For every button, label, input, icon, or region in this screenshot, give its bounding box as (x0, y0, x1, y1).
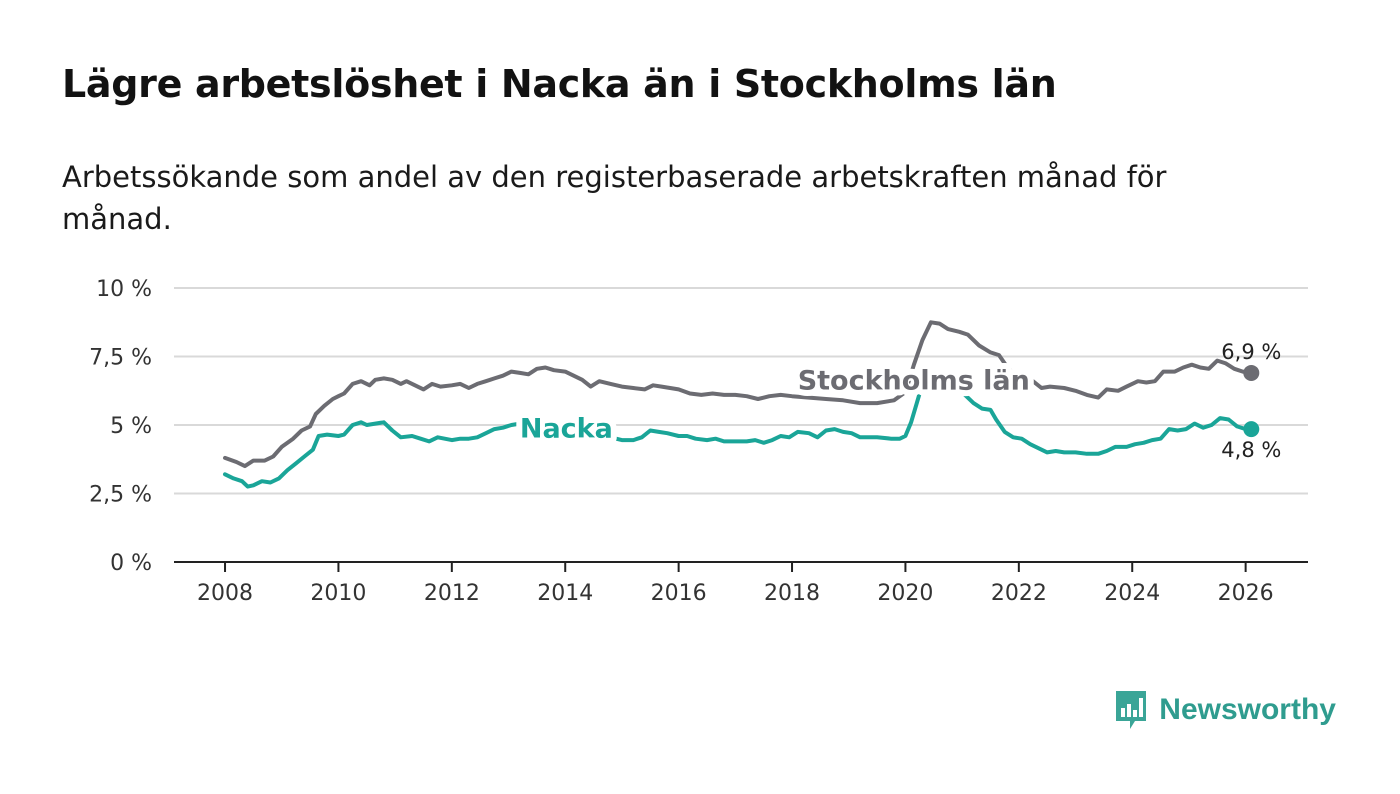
y-tick-label: 10 % (96, 277, 152, 302)
end-value-label-nacka: 4,8 % (1221, 438, 1281, 462)
series-line-nacka (223, 372, 1254, 489)
x-tick-label: 2014 (537, 581, 593, 606)
series-label-stockholms-län: Stockholms län (798, 365, 1030, 396)
chart-title: Lägre arbetslöshet i Nacka än i Stockhol… (62, 62, 1057, 106)
end-point-nacka (1243, 421, 1260, 438)
y-tick-label: 5 % (110, 414, 152, 439)
y-axis: 0 % 2,5 % 5 % 7,5 % 10 % (89, 277, 152, 576)
newsworthy-logo-icon (1116, 691, 1147, 729)
y-tick-label: 2,5 % (89, 483, 152, 508)
x-tick-label: 2018 (764, 581, 820, 606)
brand-logo[interactable]: Newsworthy (1113, 688, 1336, 732)
y-tick-label: 0 % (110, 551, 152, 576)
chart-subtitle: Arbetssökande som andel av den registerb… (62, 160, 1167, 236)
series-label-halo: Stockholms län (798, 365, 1030, 396)
x-tick-label: 2016 (651, 581, 707, 606)
brand-name: Newsworthy (1159, 693, 1336, 726)
x-tick-label: 2012 (424, 581, 480, 606)
x-tick-label: 2008 (197, 581, 253, 606)
x-tick-label: 2010 (310, 581, 366, 606)
series-label-nacka: Nacka (520, 413, 613, 444)
series-line-stockholms-län (223, 320, 1254, 469)
x-tick-label: 2022 (991, 581, 1047, 606)
end-value-label-stockholms-län: 6,9 % (1221, 340, 1281, 364)
x-tick-label: 2024 (1104, 581, 1160, 606)
y-tick-label: 7,5 % (89, 346, 152, 371)
x-tick-label: 2020 (877, 581, 933, 606)
end-point-stockholms-län (1243, 364, 1260, 381)
series-label-halo: Nacka (520, 413, 613, 444)
x-axis: 2008 2010 2012 2014 2016 2018 2020 2022 2024 2026 (174, 561, 1308, 606)
x-tick-label: 2026 (1218, 581, 1274, 606)
